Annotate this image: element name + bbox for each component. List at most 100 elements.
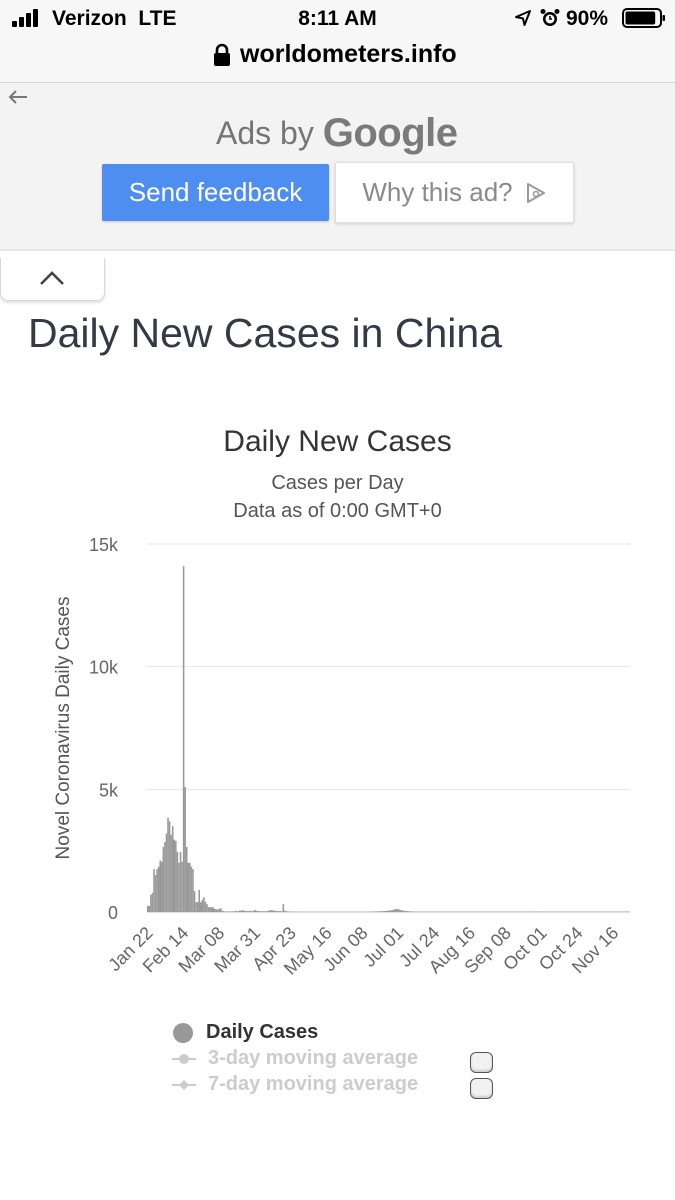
daily-cases-bar[interactable] xyxy=(284,910,286,912)
daily-cases-bar[interactable] xyxy=(254,910,257,912)
daily-cases-bar[interactable] xyxy=(400,910,403,912)
daily-cases-bar[interactable] xyxy=(408,911,411,912)
daily-cases-bar[interactable] xyxy=(243,910,246,912)
daily-cases-bar[interactable] xyxy=(273,910,275,912)
daily-cases-bar[interactable] xyxy=(270,910,272,912)
daily-cases-bar[interactable] xyxy=(266,911,269,912)
daily-cases-bar[interactable] xyxy=(171,826,174,912)
daily-cases-bar[interactable] xyxy=(162,846,165,912)
daily-cases-bar[interactable] xyxy=(252,910,255,912)
daily-cases-bar[interactable] xyxy=(195,902,197,912)
daily-cases-bar[interactable] xyxy=(280,911,283,912)
daily-cases-bar[interactable] xyxy=(176,851,179,912)
daily-cases-bar[interactable] xyxy=(405,911,408,912)
why-this-ad-button[interactable]: Why this ad? xyxy=(335,162,574,223)
daily-cases-bar[interactable] xyxy=(399,909,401,912)
daily-cases-bar[interactable] xyxy=(234,911,236,912)
daily-cases-bar[interactable] xyxy=(388,910,391,912)
daily-cases-bar[interactable] xyxy=(210,907,213,912)
daily-cases-bar[interactable] xyxy=(209,907,211,912)
url-text[interactable]: worldometers.info xyxy=(240,40,457,68)
daily-cases-bar[interactable] xyxy=(179,851,182,912)
daily-cases-bar[interactable] xyxy=(204,901,207,912)
daily-cases-bar[interactable] xyxy=(407,911,409,912)
daily-cases-bar[interactable] xyxy=(240,910,243,912)
daily-cases-bar[interactable] xyxy=(196,902,199,912)
legend-item-daily-cases[interactable]: Daily Cases xyxy=(172,1021,318,1044)
collapse-ad-tab[interactable] xyxy=(0,258,105,301)
daily-cases-bar[interactable] xyxy=(249,910,252,912)
daily-cases-bar[interactable] xyxy=(232,911,235,912)
daily-cases-bar[interactable] xyxy=(165,833,168,912)
daily-cases-bar[interactable] xyxy=(193,891,196,912)
daily-cases-bar[interactable] xyxy=(382,911,384,912)
daily-cases-bar[interactable] xyxy=(151,892,154,912)
daily-cases-bar[interactable] xyxy=(238,910,241,912)
daily-cases-bar[interactable] xyxy=(187,862,190,912)
daily-cases-bar[interactable] xyxy=(235,910,238,912)
daily-cases-bar[interactable] xyxy=(380,911,383,912)
daily-cases-bar[interactable] xyxy=(279,911,281,912)
daily-cases-bar[interactable] xyxy=(379,911,381,912)
daily-cases-bar[interactable] xyxy=(262,911,264,912)
daily-cases-bar[interactable] xyxy=(206,904,208,912)
daily-cases-bar[interactable] xyxy=(181,861,183,912)
daily-cases-bar[interactable] xyxy=(182,566,185,912)
daily-cases-bar[interactable] xyxy=(265,911,267,912)
daily-cases-bar[interactable] xyxy=(157,866,160,912)
daily-cases-bar[interactable] xyxy=(185,846,188,912)
daily-cases-bar[interactable] xyxy=(214,908,216,912)
daily-cases-bar[interactable] xyxy=(385,910,387,912)
daily-cases-bar[interactable] xyxy=(153,869,155,912)
daily-cases-bar[interactable] xyxy=(207,907,210,912)
daily-cases-bar[interactable] xyxy=(396,908,398,912)
daily-cases-bar[interactable] xyxy=(215,909,218,912)
daily-cases-bar[interactable] xyxy=(150,894,152,912)
daily-cases-bar[interactable] xyxy=(198,889,200,912)
daily-cases-bar[interactable] xyxy=(212,907,214,912)
daily-cases-bar[interactable] xyxy=(220,908,222,912)
daily-cases-bar[interactable] xyxy=(189,862,191,912)
daily-cases-bar[interactable] xyxy=(161,861,163,912)
toggle-7-day-average[interactable] xyxy=(470,1078,493,1099)
daily-cases-bar[interactable] xyxy=(175,840,177,912)
daily-cases-bar[interactable] xyxy=(178,862,180,912)
daily-cases-bar[interactable] xyxy=(203,897,205,912)
daily-cases-bar[interactable] xyxy=(377,911,380,912)
daily-cases-bar[interactable] xyxy=(173,839,176,912)
daily-cases-bar[interactable] xyxy=(199,902,202,912)
daily-cases-bar[interactable] xyxy=(257,911,260,912)
daily-cases-bar[interactable] xyxy=(148,905,151,912)
daily-cases-bar[interactable] xyxy=(274,910,277,912)
daily-cases-bar[interactable] xyxy=(263,911,266,912)
daily-cases-bar[interactable] xyxy=(159,860,162,912)
daily-cases-bar[interactable] xyxy=(246,911,249,912)
daily-cases-bar[interactable] xyxy=(397,909,400,912)
daily-cases-bar[interactable] xyxy=(391,910,394,912)
daily-cases-bar[interactable] xyxy=(154,875,157,912)
daily-cases-bar[interactable] xyxy=(170,834,172,912)
daily-cases-bar[interactable] xyxy=(402,910,405,912)
send-feedback-button[interactable]: Send feedback xyxy=(102,164,329,221)
daily-cases-bar[interactable] xyxy=(259,911,261,912)
back-arrow-icon[interactable] xyxy=(7,89,29,105)
daily-cases-bar[interactable] xyxy=(156,869,158,912)
daily-cases-bar[interactable] xyxy=(282,904,285,912)
daily-cases-bar[interactable] xyxy=(271,910,274,912)
toggle-3-day-average[interactable] xyxy=(470,1052,493,1073)
legend-item-7-day-average[interactable]: 7-day moving average xyxy=(172,1073,418,1096)
daily-cases-bar[interactable] xyxy=(164,842,166,912)
daily-cases-bar[interactable] xyxy=(248,910,250,912)
daily-cases-bar[interactable] xyxy=(268,910,271,912)
daily-cases-bar[interactable] xyxy=(190,866,193,912)
daily-cases-bar[interactable] xyxy=(217,909,219,912)
daily-cases-bar[interactable] xyxy=(277,911,280,912)
daily-cases-bar[interactable] xyxy=(218,908,221,912)
daily-cases-bar[interactable] xyxy=(260,911,263,912)
daily-cases-bar[interactable] xyxy=(242,910,244,912)
daily-cases-bar[interactable] xyxy=(390,910,392,912)
legend-item-3-day-average[interactable]: 3-day moving average xyxy=(172,1047,418,1070)
daily-cases-bar[interactable] xyxy=(192,869,194,912)
daily-cases-bar[interactable] xyxy=(147,905,149,912)
daily-cases-bar[interactable] xyxy=(404,910,406,912)
